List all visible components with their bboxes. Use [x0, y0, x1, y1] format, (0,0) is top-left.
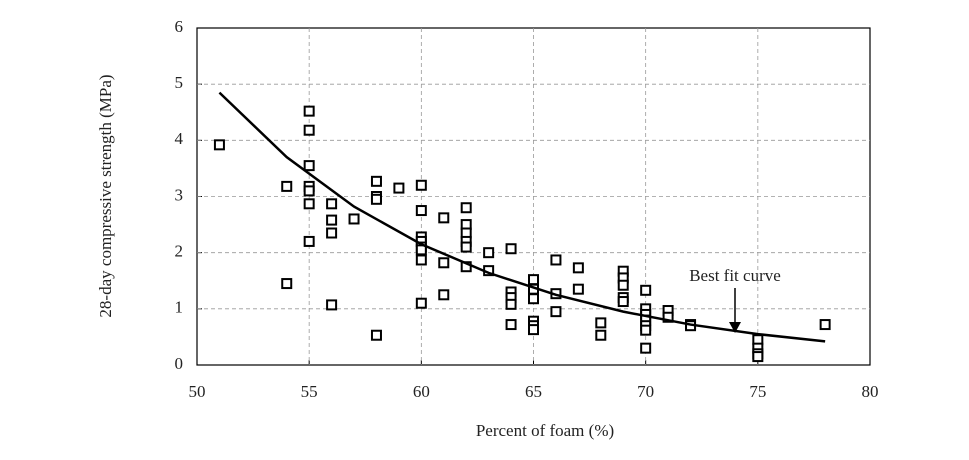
- scatter-point: [662, 311, 674, 323]
- scatter-point: [819, 319, 831, 331]
- scatter-point: [326, 214, 338, 226]
- scatter-point: [370, 329, 382, 341]
- scatter-point: [303, 185, 315, 197]
- scatter-point: [550, 306, 562, 318]
- fit-curve: [218, 91, 826, 343]
- scatter-point: [528, 324, 539, 336]
- scatter-point: [528, 274, 539, 286]
- scatter-point: [572, 283, 584, 295]
- scatter-point: [595, 329, 607, 341]
- x-tick-label: 75: [749, 382, 766, 401]
- scatter-point: [528, 293, 539, 305]
- scatter-point: [550, 254, 562, 266]
- scatter-point: [595, 317, 607, 329]
- scatter-point: [213, 139, 225, 151]
- scatter-point: [617, 279, 629, 291]
- scatter-point: [572, 262, 584, 274]
- scatter-point: [348, 213, 360, 225]
- x-tick-label: 60: [413, 382, 430, 401]
- scatter-point: [281, 278, 293, 290]
- scatter-point: [303, 198, 315, 210]
- scatter-point: [483, 247, 495, 259]
- y-tick-label: 4: [175, 129, 184, 148]
- x-axis-label: Percent of foam (%): [476, 421, 614, 440]
- annotation: Best fit curve: [689, 266, 781, 285]
- scatter-point: [370, 175, 382, 187]
- scatter-point: [640, 284, 652, 296]
- scatter-point: [505, 243, 517, 255]
- scatter-point: [370, 193, 382, 205]
- scatter-point: [303, 124, 315, 136]
- scatter-point: [415, 179, 427, 191]
- scatter-point: [326, 227, 338, 239]
- scatter-point: [505, 298, 517, 310]
- scatter-point: [326, 198, 338, 210]
- scatter-point: [303, 160, 315, 172]
- y-tick-label: 2: [175, 242, 184, 261]
- scatter-point: [281, 180, 293, 192]
- scatter-point: [438, 257, 450, 269]
- scatter-point: [326, 299, 338, 311]
- y-axis-label: 28-day compressive strength (MPa): [96, 74, 115, 317]
- y-tick-label: 5: [175, 73, 184, 92]
- scatter-point: [415, 254, 427, 266]
- annotation-arrowhead: [729, 322, 741, 333]
- scatter-point: [303, 105, 315, 117]
- scatter-point: [438, 212, 450, 224]
- x-tick-label: 80: [862, 382, 879, 401]
- scatter-point: [640, 324, 652, 336]
- x-tick-label: 55: [301, 382, 318, 401]
- scatter-point: [460, 202, 472, 214]
- scatter-point: [415, 205, 427, 217]
- y-tick-label: 3: [175, 185, 184, 204]
- y-tick-label: 1: [175, 298, 184, 317]
- scatter-point: [617, 296, 629, 308]
- scatter-point: [438, 289, 450, 301]
- y-tick-label: 6: [175, 17, 184, 36]
- y-tick-label: 0: [175, 354, 184, 373]
- x-tick-label: 70: [637, 382, 654, 401]
- scatter-point: [640, 342, 652, 354]
- scatter-point: [303, 235, 315, 247]
- scatter-point: [505, 319, 517, 331]
- scatter-point: [752, 351, 764, 363]
- scatter-point: [460, 241, 472, 253]
- scatter-point: [415, 297, 427, 309]
- x-tick-label: 50: [189, 382, 206, 401]
- scatter-point: [393, 182, 405, 194]
- x-tick-label: 65: [525, 382, 542, 401]
